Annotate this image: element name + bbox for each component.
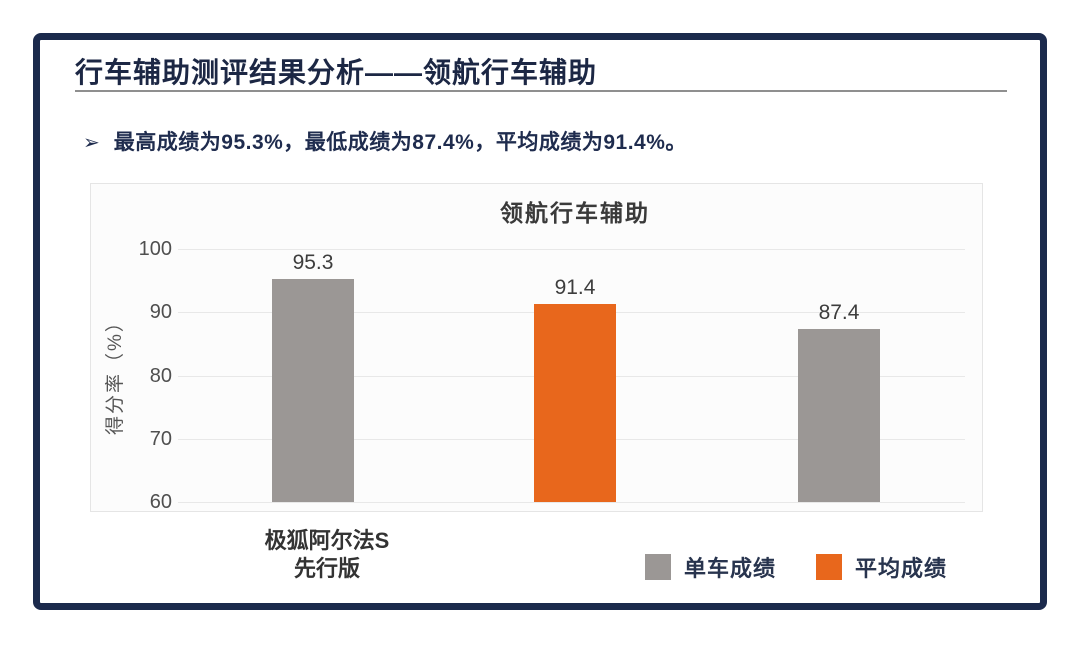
y-tick-label: 100 [138, 238, 172, 261]
slide: 行车辅助测评结果分析——领航行车辅助 ➢ 最高成绩为95.3%，最低成绩为87.… [33, 33, 1047, 610]
slide-title: 行车辅助测评结果分析——领航行车辅助 [75, 57, 598, 88]
y-tick-label: 70 [149, 427, 172, 450]
gridline [178, 502, 965, 503]
legend: 单车成绩 平均成绩 [645, 551, 947, 583]
bar-单车成绩-95.3 [272, 278, 354, 502]
legend-label: 平均成绩 [855, 556, 948, 581]
legend-item: 单车成绩 [645, 551, 776, 583]
bullet-row: ➢ 最高成绩为95.3%，最低成绩为87.4%，平均成绩为91.4%。 [83, 130, 687, 156]
bullet-text: 最高成绩为95.3%，最低成绩为87.4%，平均成绩为91.4%。 [113, 131, 687, 154]
y-tick-label: 80 [149, 364, 172, 387]
bar-value-label: 95.3 [292, 250, 334, 274]
bar-平均成绩-91.4 [534, 303, 616, 502]
bullet-arrow-icon: ➢ [83, 132, 100, 154]
y-tick-label: 90 [149, 301, 172, 324]
legend-swatch-icon [816, 554, 843, 580]
bar-单车成绩-87.4 [798, 328, 880, 502]
gridline [178, 249, 965, 251]
legend-item: 平均成绩 [816, 551, 947, 583]
title-underline [75, 90, 1007, 92]
legend-label: 单车成绩 [684, 556, 777, 581]
y-tick-label: 60 [149, 491, 172, 513]
bar-value-label: 91.4 [554, 275, 596, 299]
bar-value-label: 87.4 [818, 300, 860, 324]
legend-swatch-icon [645, 554, 671, 580]
chart-title: 领航行车辅助 [500, 200, 650, 226]
x-axis-category-label: 极狐阿尔法S 先行版 [264, 528, 390, 581]
chart-panel: 领航行车辅助 得分率（%） 100 90 80 70 60 95.3 91.4 87.4 [90, 183, 983, 513]
